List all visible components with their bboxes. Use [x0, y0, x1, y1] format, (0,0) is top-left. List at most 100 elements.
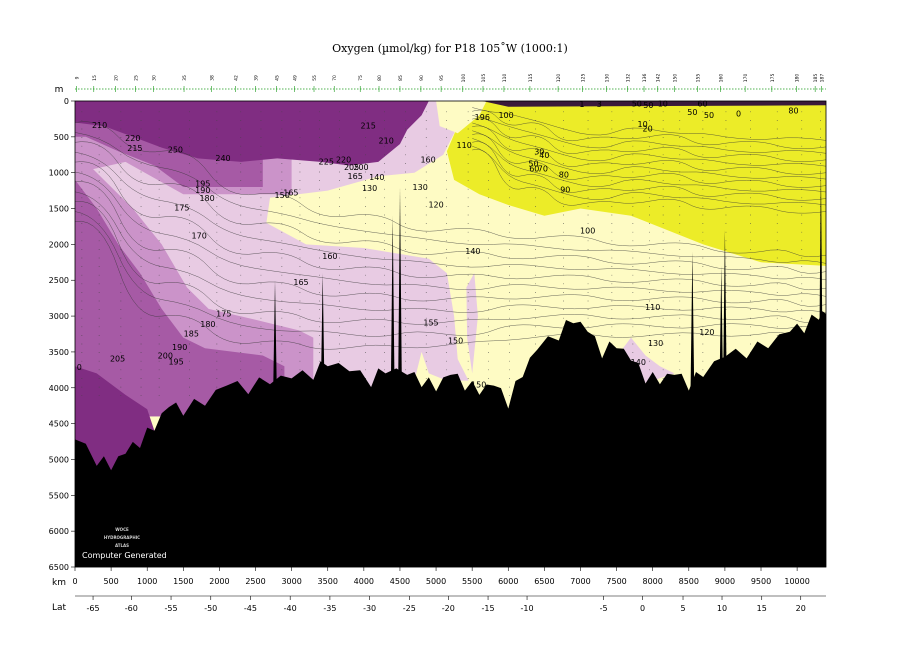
contour-label: 180 [200, 320, 215, 329]
contour-label: 205 [110, 355, 125, 364]
lat-tick-label: -50 [204, 604, 217, 613]
lat-tick-label: 20 [796, 604, 806, 613]
contour-label: 50 [528, 160, 538, 169]
km-tick-label: 7000 [570, 577, 590, 586]
contour-label: 240 [215, 154, 230, 163]
contour-line [75, 141, 826, 274]
station-label: 42 [233, 75, 239, 81]
contour-label: 190 [172, 343, 187, 352]
contour-label: 140 [631, 358, 646, 367]
band-200-225-lower [75, 179, 285, 417]
depth-tick-label: 3000 [49, 312, 69, 321]
km-tick-label: 1000 [137, 577, 157, 586]
contour-label: 225 [319, 157, 334, 166]
sample-dots [81, 111, 821, 397]
km-tick-label: 9500 [751, 577, 771, 586]
station-label: 70 [332, 75, 338, 81]
band-gt225-upper [75, 101, 429, 166]
station-label: 75 [358, 75, 364, 81]
station-label: 175 [770, 74, 776, 83]
contour-label: 40 [539, 151, 549, 160]
band-90-150-surface [436, 101, 487, 134]
depth-tick-label: 6000 [49, 527, 69, 536]
contour-label: 180 [199, 194, 214, 203]
contour-line [75, 220, 826, 350]
contour-line [472, 122, 826, 167]
km-tick-label: 9000 [715, 577, 735, 586]
contour-line [472, 107, 826, 141]
lat-tick-label: -30 [363, 604, 376, 613]
lat-tick-label: -15 [482, 604, 495, 613]
station-label: 125 [581, 74, 587, 83]
depth-tick-label: 1500 [49, 205, 69, 214]
station-label: 90 [419, 75, 425, 81]
km-tick-label: 3500 [318, 577, 338, 586]
contour-label: 30 [534, 147, 544, 156]
contour-label: 100 [498, 111, 513, 120]
seamount-spike [390, 215, 395, 403]
chart-title: Oxygen (µmol/kg) for P18 105˚W (1000:1) [332, 42, 568, 55]
contour-label: 90 [560, 185, 570, 194]
station-label: 150 [672, 74, 678, 83]
contour-label: 0 [77, 363, 82, 372]
contour-label: 175 [216, 309, 231, 318]
depth-tick-label: 1000 [49, 169, 69, 178]
km-tick-label: 5500 [462, 577, 482, 586]
station-label: 85 [398, 75, 404, 81]
contour-line [75, 151, 826, 281]
depth-tick-label: 4000 [49, 384, 69, 393]
lat-tick-label: 15 [757, 604, 767, 613]
station-label: 100 [461, 74, 467, 83]
station-label: 115 [528, 74, 534, 83]
station-label: 30 [152, 75, 158, 81]
contour-label: 50 [632, 99, 642, 108]
lat-label: Lat [52, 603, 67, 613]
contour-label: 165 [348, 172, 363, 181]
seamount-spike [690, 251, 695, 403]
contour-line [472, 130, 826, 180]
logo-line-2: HYDROGRAPHIC [104, 535, 140, 540]
contour-line [472, 141, 826, 201]
contour-label: 155 [423, 319, 438, 328]
band-150-175-sliver [466, 273, 478, 374]
lat-tick-label: -5 [600, 604, 608, 613]
contour-label: 60 [697, 99, 707, 108]
station-label: 136 [642, 74, 648, 83]
contour-label: 100 [580, 226, 595, 235]
station-strip: 9 15 20 25 30 35 38 42 39 45 49 55 70 75 80 85 90 95 100 10… [74, 74, 826, 92]
contour-label: 170 [192, 231, 207, 240]
lat-tick-label: -60 [125, 604, 138, 613]
contour-label: 165 [293, 278, 308, 287]
contour-label: 210 [92, 121, 107, 130]
station-label: 120 [556, 74, 562, 83]
contour-label: 150 [275, 191, 290, 200]
station-label: 20 [113, 75, 119, 81]
station-label: 132 [625, 74, 631, 83]
contour-label: 120 [699, 328, 714, 337]
station-label: 155 [696, 74, 702, 83]
bottom-topography [75, 311, 826, 567]
contour-label: 130 [413, 183, 428, 192]
contour-label: 130 [648, 339, 663, 348]
contour-label: 215 [127, 144, 142, 153]
contour-label: 10 [658, 99, 668, 108]
contour-label: 195 [168, 358, 183, 367]
contour-line [472, 117, 826, 162]
plot-area [75, 101, 826, 567]
contour-label: 20 [643, 125, 653, 134]
station-label: 15 [92, 75, 98, 81]
depth-tick-label: 6500 [49, 563, 69, 572]
contour-line [75, 121, 826, 258]
station-label: 130 [605, 74, 611, 83]
seamount-spike [273, 280, 277, 403]
contour-label: 200 [353, 163, 368, 172]
contour-line [75, 211, 826, 337]
contour-label: 140 [465, 247, 480, 256]
contour-label: 80 [788, 107, 798, 116]
km-tick-label: 8500 [679, 577, 699, 586]
station-label: 160 [719, 74, 725, 83]
seamount-spike [320, 273, 325, 403]
station-label: 9 [74, 76, 80, 79]
band-lt90 [446, 101, 826, 266]
